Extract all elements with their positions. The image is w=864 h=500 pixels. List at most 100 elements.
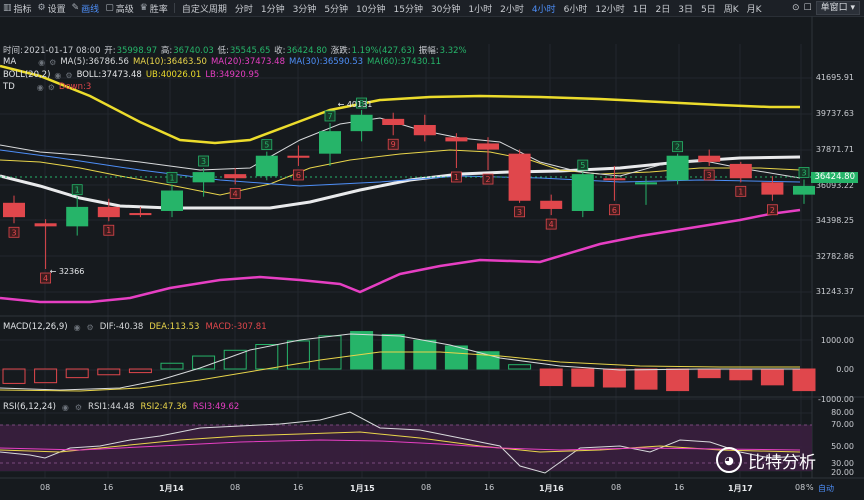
eye-icon[interactable]: ◉: [61, 402, 69, 412]
td-name: TD: [3, 82, 15, 92]
single-window-dropdown[interactable]: 单窗口 ▾: [815, 1, 860, 15]
watermark-text: 比特分析: [748, 452, 816, 473]
candle-body: [761, 182, 784, 195]
candle-body: [161, 190, 183, 211]
td-label-box: [672, 141, 683, 153]
ohlc-info-row: 时间:2021-01-17 08:00 开:35998.97 高:36740.0…: [3, 44, 468, 56]
interval-15分钟[interactable]: 15分钟: [393, 4, 423, 15]
td-label-box: [387, 138, 399, 150]
ma30-value: MA(30):36590.53: [289, 57, 364, 67]
interval-4小时[interactable]: 4小时: [531, 4, 556, 15]
boll-value: BOLL:37473.48: [76, 70, 142, 80]
td-label: 5: [264, 141, 269, 150]
td-label-box: [292, 169, 304, 181]
change-value: 1.19%(427.63): [351, 46, 416, 56]
td-label: 9: [391, 140, 396, 149]
date-axis-label: 1月16: [539, 484, 564, 493]
toolbar-trophy-button[interactable]: ♛ 胜率: [137, 2, 171, 15]
interval-1小时[interactable]: 1小时: [468, 4, 493, 15]
candle-body: [97, 206, 120, 218]
toolbar-square-button[interactable]: ▢ 高级: [102, 2, 137, 15]
toolbar-label: 指标: [13, 4, 32, 15]
macd-bar: [160, 362, 184, 370]
date-axis-label: 08: [611, 483, 622, 492]
gear-icon[interactable]: ⚙: [49, 57, 57, 67]
td-label-box: [229, 187, 241, 199]
interval-1日[interactable]: 1日: [632, 4, 648, 15]
td-label: 6: [296, 171, 301, 180]
macd-legend: MACD(12,26,9) ◉ ⚙ DIF:-40.38 DEA:113.53 …: [3, 322, 267, 332]
eye-icon[interactable]: ◉: [36, 82, 44, 92]
interval-2日[interactable]: 2日: [655, 4, 671, 15]
td-label-box: [703, 169, 715, 181]
candle-body: [666, 155, 689, 181]
macd-bar: [444, 345, 468, 370]
interval-1分钟[interactable]: 1分钟: [260, 4, 285, 15]
eye-icon[interactable]: ◉: [38, 57, 46, 67]
interval-10分钟[interactable]: 10分钟: [356, 4, 386, 15]
toolbar-pencil-button[interactable]: ✎ 画线: [69, 2, 103, 15]
toolbar-indicator-button[interactable]: ▥ 指标: [0, 2, 35, 15]
toolbar-label: 高级: [115, 4, 134, 15]
interval-分时[interactable]: 分时: [234, 4, 253, 15]
watermark: ◕ 比特分析: [716, 447, 816, 473]
interval-6小时[interactable]: 6小时: [563, 4, 588, 15]
macd-bar: [413, 339, 437, 370]
date-axis-label: 16: [293, 483, 304, 492]
gear-icon[interactable]: ⚙: [74, 402, 83, 412]
macd-value: MACD:-307.81: [205, 322, 267, 332]
interval-月K[interactable]: 月K: [746, 4, 762, 15]
interval-3分钟[interactable]: 3分钟: [292, 4, 317, 15]
td-label: 1: [75, 186, 80, 195]
candle-body: [382, 118, 405, 126]
eye-icon[interactable]: ◉: [73, 322, 81, 332]
price-axis-label: 39737.63: [815, 109, 854, 118]
date-axis-label: 1月17: [728, 484, 753, 493]
td-label-box: [166, 171, 178, 183]
interval-5日[interactable]: 5日: [701, 4, 716, 15]
boll-name: BOLL(20,2): [3, 70, 51, 80]
td-label: 7: [327, 112, 332, 121]
candle-body: [287, 155, 310, 158]
macd-dea-line: [0, 351, 800, 392]
date-axis-label: 08: [230, 483, 241, 492]
td-label-box: [735, 185, 747, 197]
gear-icon[interactable]: ⚙: [65, 70, 73, 80]
high-annotation: ← 40131: [338, 100, 373, 109]
candle-body: [413, 125, 436, 136]
percent-toggle[interactable]: %: [806, 483, 814, 492]
camera-icon[interactable]: ⊙: [791, 3, 800, 13]
candle-body: [255, 155, 278, 177]
macd-dif-value: DIF:-40.38: [99, 322, 144, 332]
td-label: 1: [106, 226, 111, 235]
interval-3日[interactable]: 3日: [678, 4, 693, 15]
candle-body: [192, 172, 215, 183]
macd-bar: [634, 368, 658, 390]
custom-period-button[interactable]: 自定义周期: [181, 4, 227, 15]
candle-body: [477, 143, 499, 150]
amplitude-label: 振幅:: [418, 46, 439, 56]
toolbar-label: 胜率: [149, 4, 168, 15]
toolbar-label: 设置: [47, 4, 66, 15]
candle-body: [571, 174, 594, 211]
td-label: 3: [201, 157, 206, 166]
gear-icon[interactable]: ⚙: [86, 322, 94, 332]
interval-12小时[interactable]: 12小时: [595, 4, 625, 15]
macd-bar: [760, 368, 784, 386]
interval-2小时[interactable]: 2小时: [500, 4, 524, 15]
eye-icon[interactable]: ◉: [54, 70, 62, 80]
fullscreen-icon[interactable]: ☐: [803, 3, 812, 13]
td-label: 2: [675, 143, 680, 152]
price-axis-label: 37871.71: [815, 145, 854, 154]
gear-icon[interactable]: ⚙: [47, 82, 55, 92]
rsi-axis-label: 70.00: [831, 420, 854, 429]
interval-周K[interactable]: 周K: [723, 4, 739, 15]
auto-scale-button[interactable]: 自动: [818, 484, 834, 493]
toolbar-gear-button[interactable]: ⚙ 设置: [35, 2, 69, 15]
macd-bar: [97, 368, 121, 376]
trophy-icon: ♛: [139, 3, 148, 13]
td-label: 3: [11, 228, 16, 237]
interval-30分钟[interactable]: 30分钟: [430, 4, 461, 15]
interval-5分钟[interactable]: 5分钟: [324, 4, 349, 15]
candle-body: [793, 185, 815, 195]
